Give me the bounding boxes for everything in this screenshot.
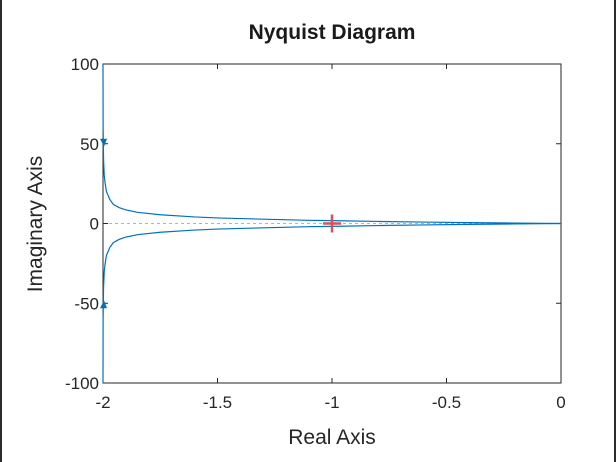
window-right-border xyxy=(614,0,616,462)
y-tick-label: 0 xyxy=(90,215,99,234)
nyquist-curve-lower xyxy=(102,222,562,384)
chart-title: Nyquist Diagram xyxy=(249,21,416,44)
y-tick-label: -50 xyxy=(74,294,99,313)
x-axis-label: Real Axis xyxy=(288,426,376,449)
tick-labels: -2 -1.5 -1 -0.5 0 100 50 0 -50 -100 xyxy=(65,55,566,412)
plot-area xyxy=(100,63,562,384)
window-left-border xyxy=(0,0,2,462)
x-tick-label: -2 xyxy=(95,393,110,412)
y-tick-label: 100 xyxy=(71,55,99,74)
nyquist-curve-upper xyxy=(102,63,562,225)
direction-arrow-upper xyxy=(100,138,107,147)
y-axis-label: Imaginary Axis xyxy=(24,156,47,293)
direction-arrow-lower xyxy=(100,300,107,309)
x-tick-label: -1.5 xyxy=(203,393,232,412)
y-tick-label: -100 xyxy=(65,374,99,393)
x-tick-label: -0.5 xyxy=(432,393,461,412)
x-tick-label: 0 xyxy=(556,393,565,412)
x-tick-label: -1 xyxy=(324,393,339,412)
y-tick-label: 50 xyxy=(80,135,99,154)
